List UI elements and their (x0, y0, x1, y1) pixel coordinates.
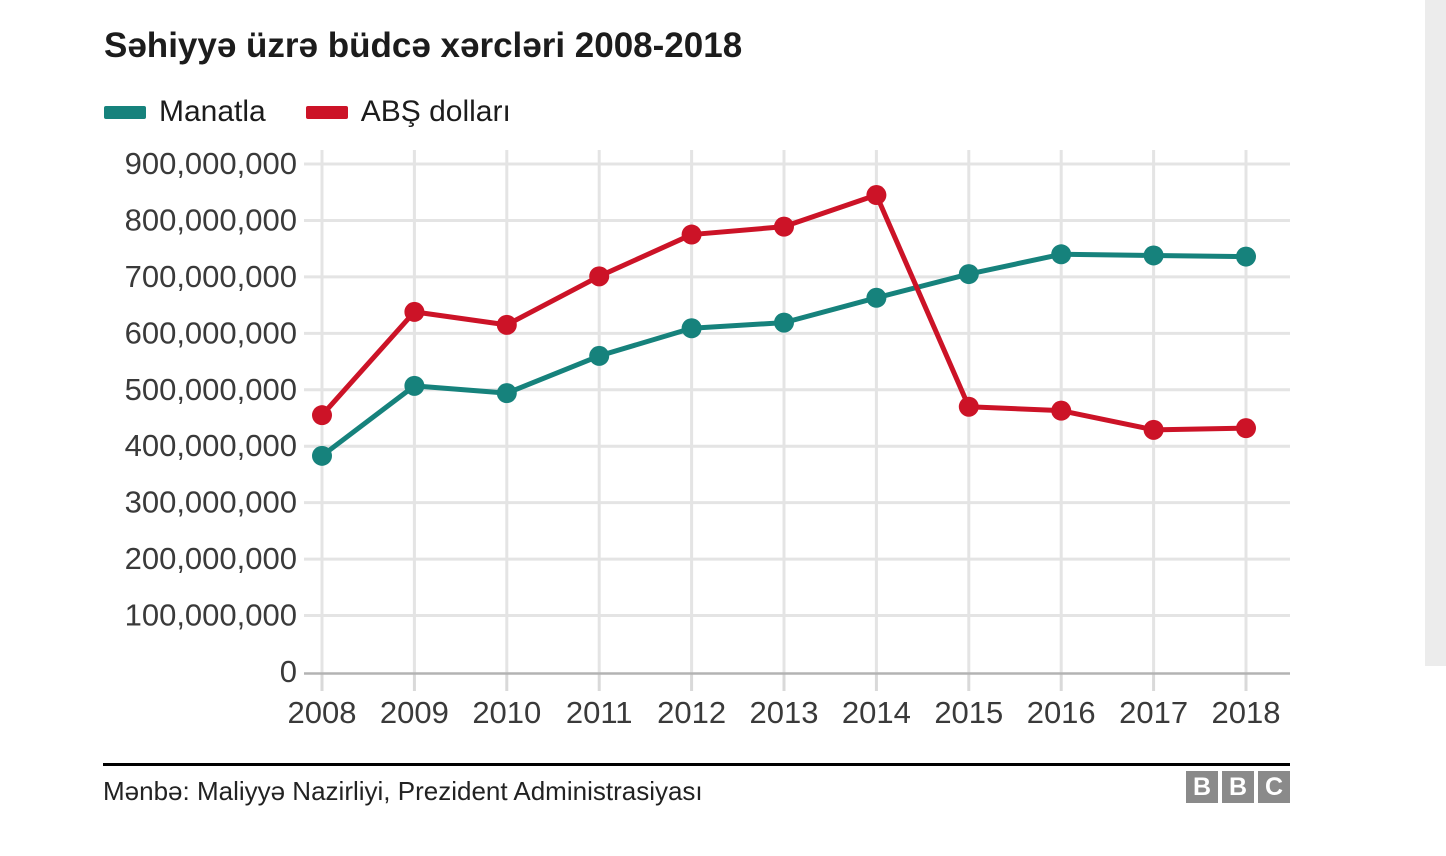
x-axis-label: 2014 (842, 695, 911, 730)
data-point (1236, 418, 1256, 439)
legend-swatch-manatla (104, 105, 146, 119)
legend-swatch-usd (305, 105, 348, 119)
data-point (681, 224, 702, 245)
data-point (866, 287, 887, 308)
data-point (589, 345, 610, 366)
data-point (774, 216, 794, 237)
footer-divider (103, 763, 1290, 766)
x-axis-label: 2013 (750, 695, 819, 730)
bbc-logo-letter-3: C (1258, 771, 1290, 803)
x-axis-label: 2015 (934, 695, 1003, 730)
x-axis-label: 2009 (380, 695, 449, 730)
y-axis-label: 900,000,000 (125, 146, 297, 181)
x-axis-label: 2017 (1119, 695, 1188, 730)
data-point (589, 266, 610, 287)
legend-label-usd: ABŞ dolları (360, 95, 511, 128)
data-point (496, 314, 517, 335)
line-chart: 0 100,000,000 200,000,000 300,000,000 400,00… (125, 146, 1290, 730)
bbc-logo-letter-1: B (1186, 771, 1218, 803)
legend-item-usd: ABŞ dolları (305, 95, 511, 129)
y-axis-label: 0 (280, 654, 297, 689)
y-axis-label: 300,000,000 (125, 485, 297, 520)
y-axis-label: 500,000,000 (125, 372, 297, 407)
y-axis-label: 800,000,000 (125, 202, 297, 237)
legend: Manatla ABŞ dolları (104, 95, 551, 129)
data-point (496, 383, 517, 404)
y-axis-label: 600,000,000 (125, 315, 297, 350)
x-axis-label: 2018 (1212, 695, 1281, 730)
scrollbar-track[interactable] (1425, 0, 1446, 666)
x-axis-label: 2012 (657, 695, 726, 730)
bbc-logo-letter-2: B (1222, 771, 1254, 803)
data-point (1143, 245, 1164, 266)
data-point (774, 312, 794, 333)
data-point (866, 185, 887, 206)
x-axis-label: 2016 (1027, 695, 1096, 730)
source-text: Mənbə: Maliyyə Nazirliyi, Prezident Admi… (103, 776, 703, 806)
data-point (1143, 419, 1164, 440)
chart-title: Səhiyyə üzrə büdcə xərcləri 2008-2018 (104, 26, 743, 65)
data-point (404, 375, 425, 396)
footer: Mənbə: Maliyyə Nazirliyi, Prezident Admi… (103, 763, 1290, 807)
data-point (312, 445, 332, 466)
y-axis-label: 200,000,000 (125, 541, 297, 576)
bbc-logo: B B C (1186, 771, 1290, 803)
data-point (1051, 244, 1072, 265)
y-axis-label: 700,000,000 (125, 259, 297, 294)
data-point (1236, 246, 1256, 267)
data-point (681, 318, 702, 339)
x-axis-label: 2008 (288, 695, 357, 730)
x-axis-label: 2011 (566, 695, 633, 730)
data-point (958, 264, 979, 285)
data-point (1051, 400, 1072, 421)
y-axis-label: 400,000,000 (125, 428, 297, 463)
legend-label-manatla: Manatla (159, 95, 266, 128)
data-point (404, 301, 425, 322)
x-axis-label: 2010 (472, 695, 541, 730)
data-point (312, 405, 332, 426)
y-axis-label: 100,000,000 (125, 598, 297, 633)
data-point (958, 396, 979, 417)
legend-item-manatla: Manatla (104, 95, 266, 129)
